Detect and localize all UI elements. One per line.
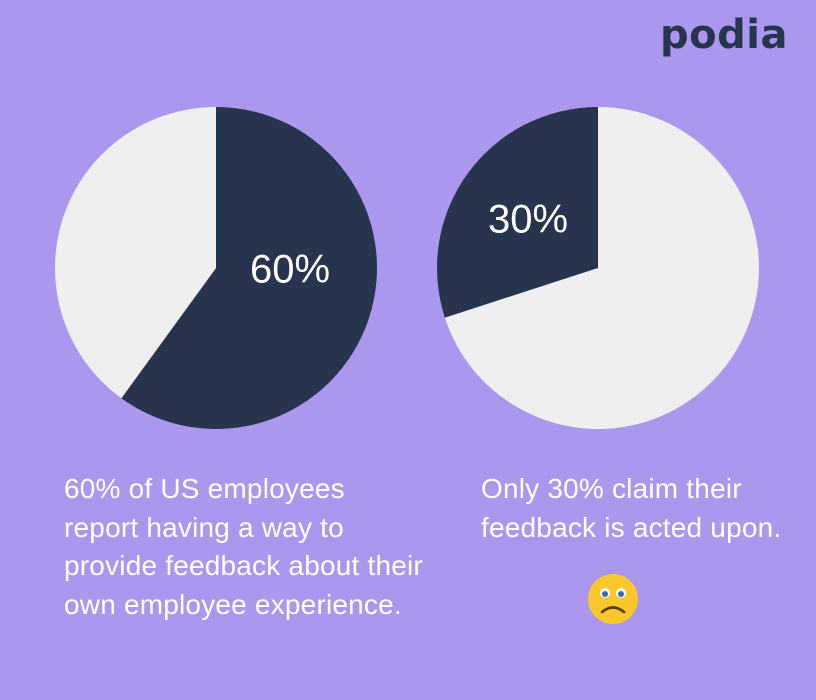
caption-left: 60% of US employees report having a way … [64, 473, 423, 620]
pie-percent-label: 30% [488, 198, 568, 242]
podia-logo: podia [660, 12, 788, 58]
pie-slice-highlight [437, 107, 598, 318]
sad-face-icon [588, 574, 638, 624]
caption-right: Only 30% claim their feedback is acted u… [481, 473, 782, 543]
pie-percent-label: 60% [250, 248, 330, 292]
pie-slice-remainder [444, 106, 760, 429]
pie-slice-highlight [121, 107, 378, 429]
pie-slice-remainder [55, 107, 217, 399]
